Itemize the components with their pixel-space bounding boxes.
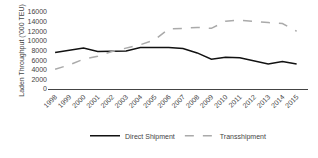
svg-text:2000: 2000: [71, 93, 87, 109]
svg-text:1998: 1998: [42, 93, 58, 109]
svg-text:2005: 2005: [142, 93, 158, 109]
svg-text:2010: 2010: [213, 93, 229, 109]
svg-text:2014: 2014: [270, 93, 286, 109]
svg-text:6000: 6000: [31, 57, 47, 64]
svg-text:2015: 2015: [284, 93, 300, 109]
svg-text:2002: 2002: [99, 93, 115, 109]
svg-text:16000: 16000: [28, 8, 48, 15]
svg-text:Transshipment: Transshipment: [220, 133, 266, 141]
svg-text:2003: 2003: [113, 93, 129, 109]
svg-text:2013: 2013: [255, 93, 271, 109]
svg-text:1999: 1999: [57, 93, 73, 109]
svg-text:Direct Shipment: Direct Shipment: [125, 133, 175, 141]
svg-text:2007: 2007: [170, 93, 186, 109]
svg-text:2000: 2000: [31, 76, 47, 83]
svg-text:12000: 12000: [28, 28, 48, 35]
svg-text:4000: 4000: [31, 66, 47, 73]
svg-text:0: 0: [43, 85, 47, 92]
svg-text:2001: 2001: [85, 93, 101, 109]
svg-text:2011: 2011: [227, 93, 243, 109]
svg-text:2008: 2008: [184, 93, 200, 109]
svg-text:14000: 14000: [28, 18, 48, 25]
svg-text:2004: 2004: [128, 93, 144, 109]
svg-text:2006: 2006: [156, 93, 172, 109]
svg-text:2012: 2012: [241, 93, 257, 109]
svg-text:Laden Throughput ('000 TEU): Laden Throughput ('000 TEU): [18, 4, 26, 97]
svg-text:10000: 10000: [28, 37, 48, 44]
svg-text:2009: 2009: [199, 93, 215, 109]
svg-text:8000: 8000: [31, 47, 47, 54]
